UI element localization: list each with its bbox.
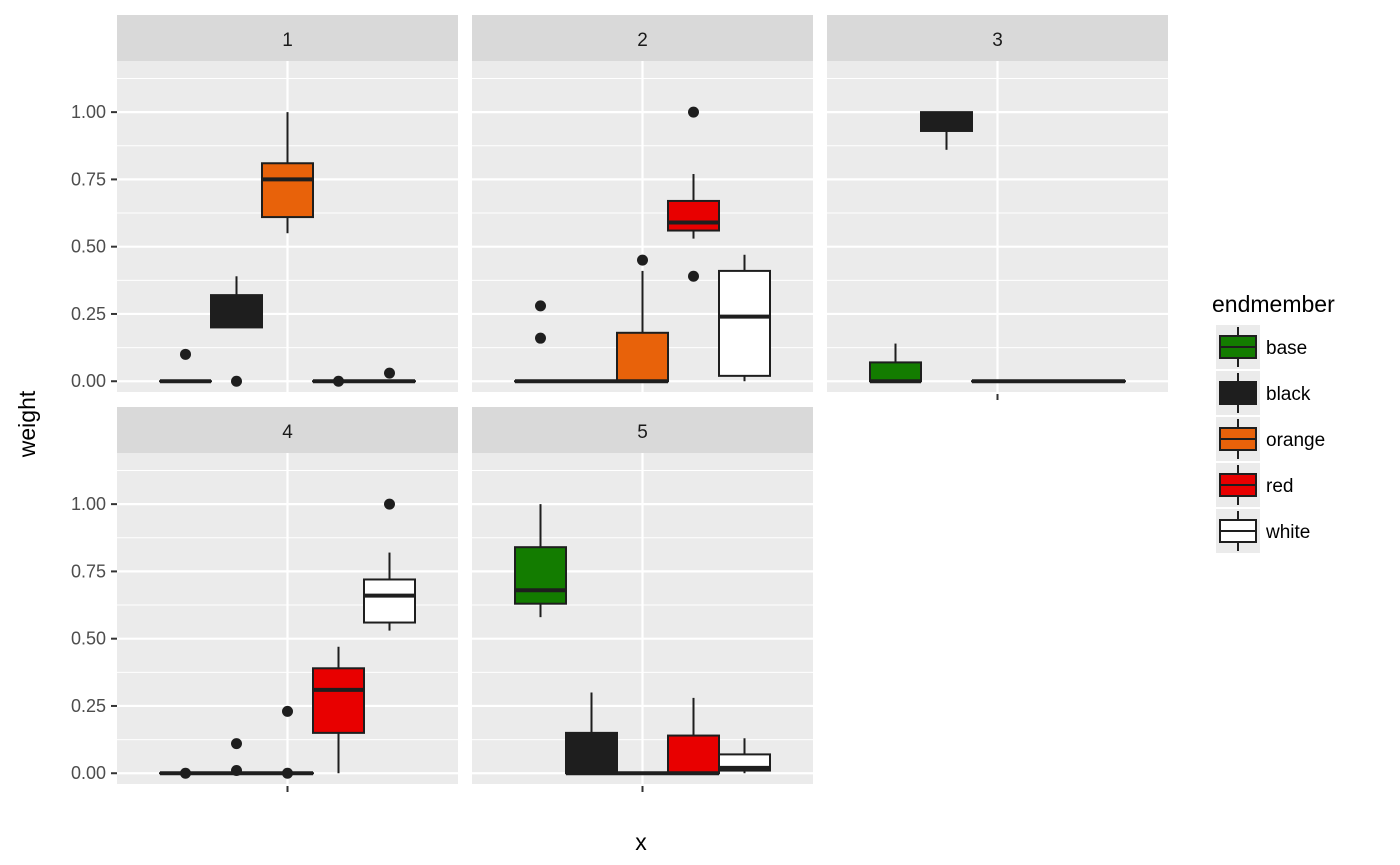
outlier-point <box>535 300 546 312</box>
outlier-point <box>333 375 344 387</box>
outlier-point <box>384 367 395 379</box>
box-body <box>616 331 669 383</box>
box-body <box>312 667 365 734</box>
y-tick-label: 1.00 <box>71 494 106 514</box>
y-tick-label: 0.75 <box>71 561 106 581</box>
box-body <box>363 578 416 624</box>
facet-strip-label: 1 <box>282 30 293 51</box>
legend-label: orange <box>1266 430 1325 451</box>
box-black <box>920 111 973 150</box>
box-white <box>363 367 416 384</box>
y-tick-label: 0.50 <box>71 237 106 257</box>
legend-title: endmember <box>1212 291 1335 317</box>
facet-strip-label: 5 <box>637 422 648 443</box>
box-orange <box>261 705 314 779</box>
facet-strip-label: 2 <box>637 30 648 51</box>
box-body <box>869 361 922 383</box>
facet-strip <box>117 15 458 61</box>
box-white <box>718 738 771 774</box>
legend-item-black: black <box>1216 371 1311 415</box>
legend-item-red: red <box>1216 463 1293 507</box>
facet-strip <box>472 15 813 61</box>
box-base <box>159 348 212 384</box>
box-body <box>718 269 771 377</box>
box-base <box>869 343 922 384</box>
facet-panel-3: 3 <box>827 15 1168 400</box>
facet-panel-1: 1 0.00 0.25 0.50 0.75 1.00 <box>71 15 458 392</box>
legend-label: base <box>1266 338 1307 359</box>
box-body <box>565 731 618 775</box>
facet-strip-label: 3 <box>992 30 1003 51</box>
y-tick-label: 1.00 <box>71 102 106 122</box>
outlier-point <box>688 270 699 282</box>
outlier-point <box>180 767 191 779</box>
legend-label: red <box>1266 476 1293 497</box>
outlier-point <box>282 767 293 779</box>
facet-strip <box>472 407 813 453</box>
facet-panel-2: 2 <box>472 15 813 392</box>
legend-item-orange: orange <box>1216 417 1325 461</box>
outlier-point <box>535 332 546 344</box>
y-tick-label: 0.00 <box>71 371 106 391</box>
box-body <box>920 111 973 132</box>
box-body <box>667 734 720 775</box>
box-white <box>363 498 416 631</box>
legend-item-base: base <box>1216 325 1307 369</box>
facet-panel-4: 4 0.00 0.25 0.50 0.75 1.00 <box>71 407 458 792</box>
outlier-point <box>231 375 242 387</box>
box-base <box>514 504 567 618</box>
panels: 1 0.00 0.25 0.50 0.75 1.00 2 3 4 0.00 0.25 0.50 0.75… <box>71 15 1168 792</box>
legend-label: white <box>1265 522 1310 543</box>
legend-item-white: white <box>1216 509 1310 553</box>
y-tick-label: 0.25 <box>71 304 106 324</box>
legend: endmember base black orange red white <box>1212 291 1335 553</box>
facet-panel-5: 5 <box>472 407 813 792</box>
box-orange <box>616 254 669 384</box>
facet-strip <box>827 15 1168 61</box>
outlier-point <box>384 498 395 510</box>
outlier-point <box>231 738 242 750</box>
box-white <box>718 254 771 382</box>
box-body <box>261 162 314 219</box>
y-tick-label: 0.00 <box>71 763 106 783</box>
y-tick-label: 0.75 <box>71 169 106 189</box>
box-red <box>667 106 720 282</box>
facet-strip-label: 4 <box>282 422 293 443</box>
y-tick-label: 0.25 <box>71 696 106 716</box>
y-axis-title: weight <box>14 390 40 458</box>
y-tick-label: 0.50 <box>71 629 106 649</box>
box-body <box>514 546 567 605</box>
box-orange <box>261 112 314 234</box>
outlier-point <box>282 705 293 717</box>
facet-strip <box>117 407 458 453</box>
outlier-point <box>180 348 191 360</box>
outlier-point <box>231 765 242 777</box>
outlier-point <box>637 254 648 266</box>
box-body <box>667 199 720 232</box>
x-axis-title: x <box>635 829 647 855</box>
legend-label: black <box>1266 384 1311 405</box>
outlier-point <box>688 106 699 118</box>
box-black <box>565 692 618 776</box>
box-red <box>312 646 365 774</box>
box-black <box>210 276 263 387</box>
box-body <box>210 294 263 329</box>
